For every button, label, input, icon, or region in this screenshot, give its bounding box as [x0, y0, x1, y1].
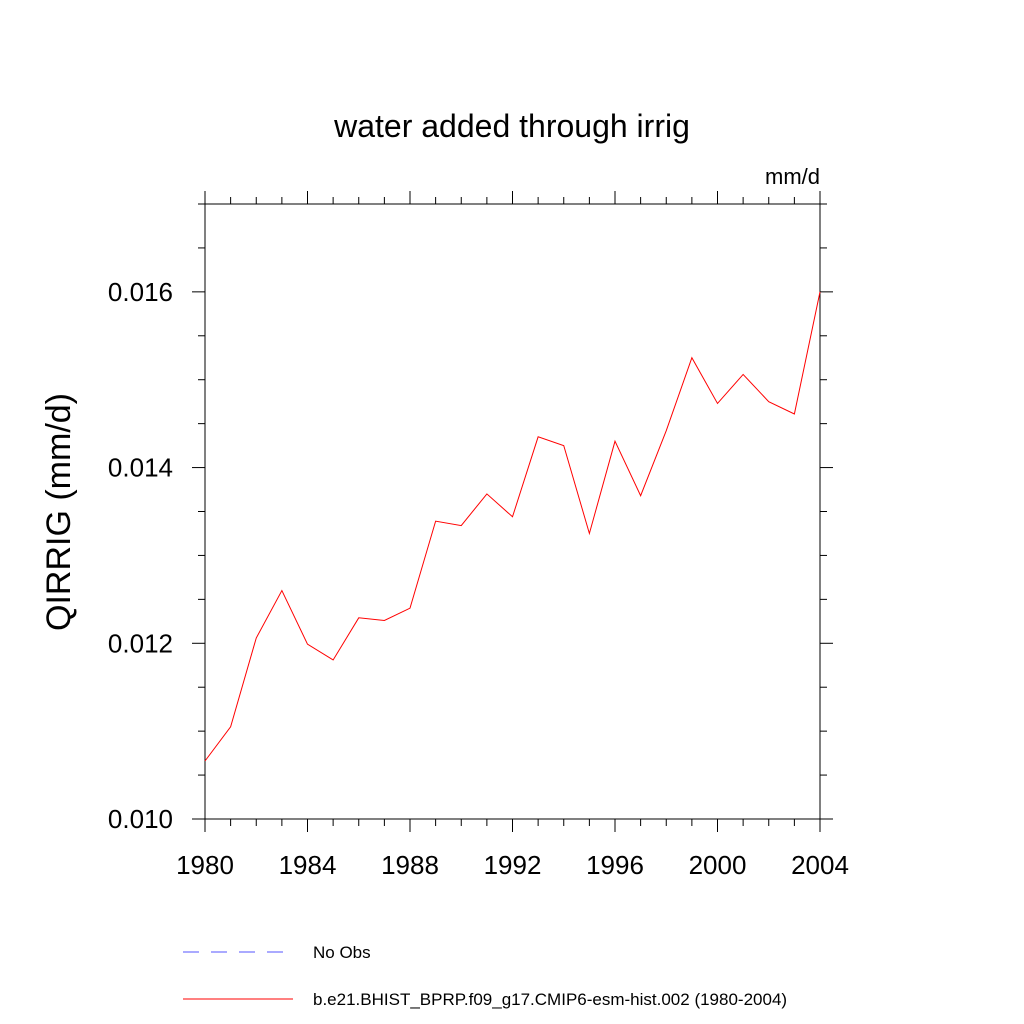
chart-title: water added through irrig	[333, 108, 690, 144]
axis-tick-labels: 1980 1984 1988 1992 1996 2000 2004 0.010 0.012 0.…	[108, 277, 849, 880]
x-tick-label: 2004	[791, 850, 849, 880]
units-label: mm/d	[765, 164, 820, 189]
axis-ticks	[192, 191, 833, 832]
series-group	[204, 291, 821, 762]
x-tick-label: 1992	[484, 850, 542, 880]
x-tick-label: 2000	[689, 850, 747, 880]
series-line-1	[204, 291, 821, 762]
x-tick-label: 1988	[381, 850, 439, 880]
y-tick-label: 0.010	[108, 804, 173, 834]
x-tick-label: 1980	[176, 850, 234, 880]
y-axis-label: QIRRIG (mm/d)	[40, 393, 78, 631]
legend-label-1: b.e21.BHIST_BPRP.f09_g17.CMIP6-esm-hist.…	[313, 990, 787, 1009]
plot-frame	[204, 203, 821, 820]
y-tick-label: 0.014	[108, 453, 173, 483]
legend-label-0: No Obs	[313, 943, 371, 962]
x-tick-label: 1996	[586, 850, 644, 880]
x-tick-label: 1984	[279, 850, 337, 880]
y-tick-label: 0.012	[108, 628, 173, 658]
legend: No Obs b.e21.BHIST_BPRP.f09_g17.CMIP6-esm…	[183, 943, 787, 1009]
y-tick-label: 0.016	[108, 277, 173, 307]
